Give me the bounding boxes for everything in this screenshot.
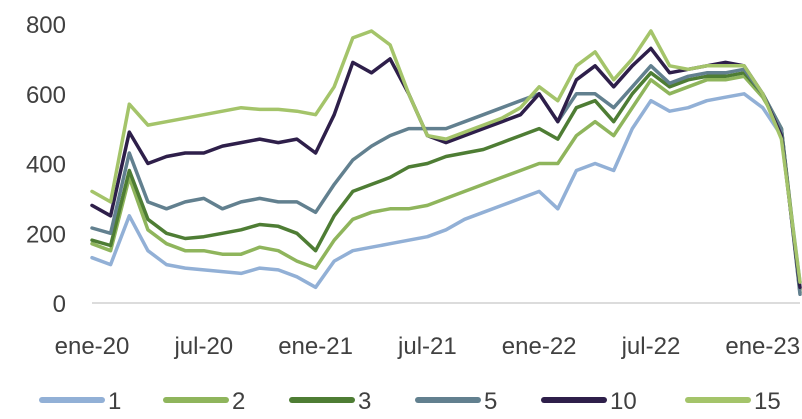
y-tick-label: 600 (26, 82, 66, 109)
x-tick-label: ene-21 (278, 333, 353, 360)
series-line-5 (90, 64, 802, 297)
legend-label-2: 2 (232, 388, 245, 414)
series-line-15 (90, 29, 802, 284)
y-tick-label: 200 (26, 221, 66, 248)
series-line-10 (90, 46, 802, 290)
series-line-3 (90, 71, 802, 295)
y-tick-label: 400 (26, 152, 66, 179)
legend-label-3: 3 (358, 388, 371, 414)
x-tick-label: ene-20 (55, 333, 130, 360)
x-tick-label: jul-22 (621, 333, 681, 360)
y-tick-label: 800 (26, 12, 66, 39)
series-lines (90, 29, 802, 297)
y-tick-label: 0 (53, 291, 66, 318)
x-axis-ticks: ene-20 jul-20 ene-21 jul-21 ene-22 jul-22 ene-… (55, 333, 800, 360)
y-axis-ticks: 0 200 400 600 800 (26, 12, 66, 318)
series-line-1 (90, 92, 802, 290)
x-tick-label: ene-23 (725, 333, 800, 360)
x-tick-label: jul-21 (397, 333, 457, 360)
legend-label-10: 10 (610, 388, 637, 414)
x-tick-label: ene-22 (502, 333, 577, 360)
series-line-2 (90, 74, 802, 291)
legend: 1 2 3 5 10 15 (39, 388, 781, 415)
x-tick-label: jul-20 (173, 333, 233, 360)
legend-label-5: 5 (484, 388, 497, 414)
legend-label-1: 1 (108, 388, 121, 414)
legend-label-15: 15 (754, 388, 781, 414)
